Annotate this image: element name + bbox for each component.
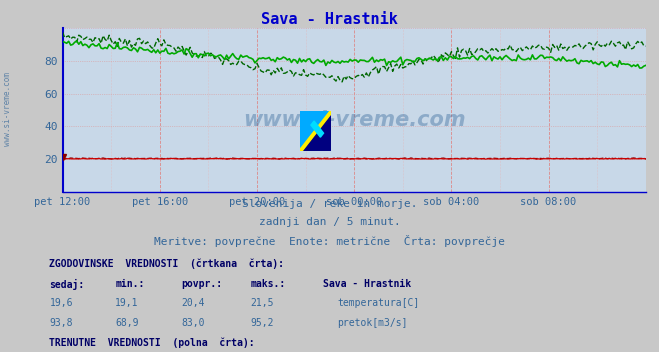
Text: 21,5: 21,5 [250, 298, 274, 308]
Text: zadnji dan / 5 minut.: zadnji dan / 5 minut. [258, 217, 401, 227]
Text: Slovenija / reke in morje.: Slovenija / reke in morje. [242, 199, 417, 209]
Text: 95,2: 95,2 [250, 318, 274, 328]
Polygon shape [311, 121, 324, 137]
Text: maks.:: maks.: [250, 279, 285, 289]
Text: min.:: min.: [115, 279, 145, 289]
Text: www.si-vreme.com: www.si-vreme.com [243, 110, 465, 130]
Text: 19,1: 19,1 [115, 298, 139, 308]
Text: temperatura[C]: temperatura[C] [337, 298, 420, 308]
Polygon shape [303, 115, 331, 151]
Text: 68,9: 68,9 [115, 318, 139, 328]
Text: 20,4: 20,4 [181, 298, 205, 308]
Text: 83,0: 83,0 [181, 318, 205, 328]
Text: Meritve: povprečne  Enote: metrične  Črta: povprečje: Meritve: povprečne Enote: metrične Črta:… [154, 235, 505, 247]
Text: 93,8: 93,8 [49, 318, 73, 328]
Text: 19,6: 19,6 [49, 298, 73, 308]
Text: pretok[m3/s]: pretok[m3/s] [337, 318, 408, 328]
Text: Sava - Hrastnik: Sava - Hrastnik [323, 279, 411, 289]
Polygon shape [300, 111, 328, 147]
Text: sedaj:: sedaj: [49, 279, 84, 290]
Text: TRENUTNE  VREDNOSTI  (polna  črta):: TRENUTNE VREDNOSTI (polna črta): [49, 337, 255, 348]
Text: Sava - Hrastnik: Sava - Hrastnik [261, 12, 398, 27]
Text: www.si-vreme.com: www.si-vreme.com [3, 72, 13, 146]
Text: ZGODOVINSKE  VREDNOSTI  (črtkana  črta):: ZGODOVINSKE VREDNOSTI (črtkana črta): [49, 259, 285, 269]
Text: povpr.:: povpr.: [181, 279, 222, 289]
